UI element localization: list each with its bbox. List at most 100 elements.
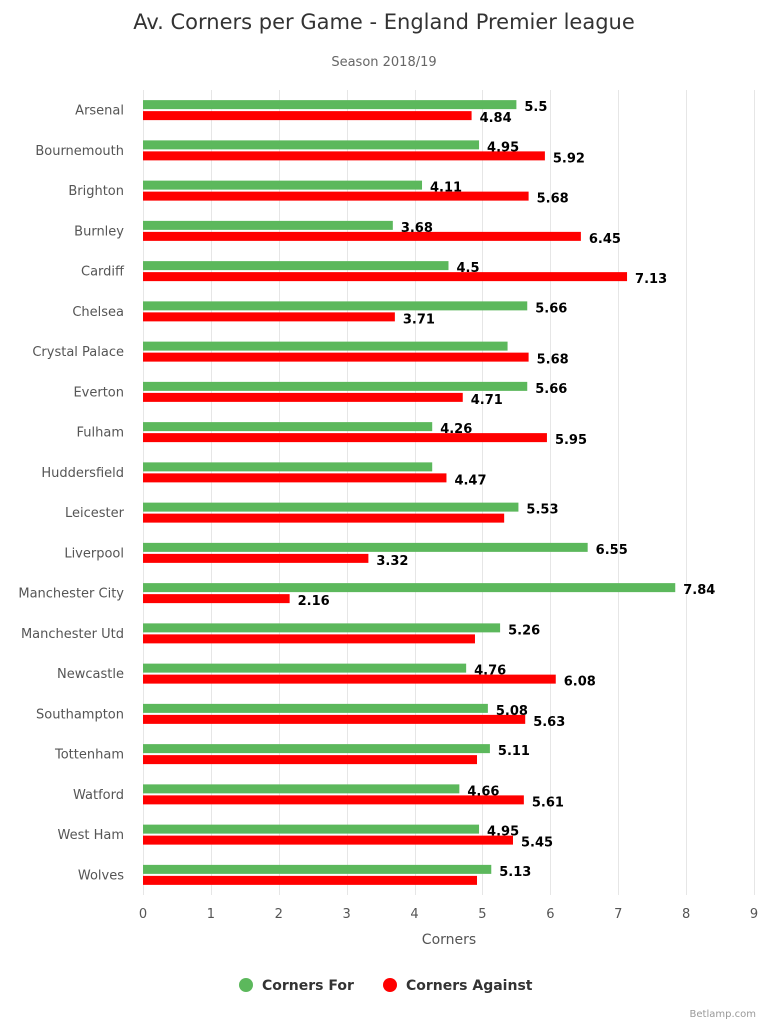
data-label: 4.11	[430, 181, 462, 196]
bar-corners-for[interactable]	[143, 502, 519, 512]
category-label: Wolves	[78, 868, 124, 883]
bar-corners-against[interactable]	[143, 714, 526, 724]
bars	[143, 100, 676, 885]
bar-corners-for[interactable]	[143, 784, 460, 794]
category-label: Cardiff	[81, 265, 125, 280]
bar-corners-for[interactable]	[143, 301, 528, 311]
data-label: 4.95	[487, 140, 519, 155]
bar-corners-against[interactable]	[143, 231, 581, 241]
bar-corners-against[interactable]	[143, 352, 529, 362]
chart-subtitle: Season 2018/19	[331, 55, 436, 70]
bar-corners-for[interactable]	[143, 542, 588, 552]
bar-corners-for[interactable]	[143, 381, 528, 391]
bar-corners-against[interactable]	[143, 634, 475, 644]
x-tick-label: 3	[343, 907, 351, 922]
bar-corners-against[interactable]	[143, 513, 505, 523]
x-tick-label: 1	[207, 907, 215, 922]
category-label: Watford	[73, 788, 124, 803]
legend-marker-corners-for[interactable]	[239, 978, 253, 992]
category-label: Liverpool	[64, 546, 124, 561]
bar-corners-for[interactable]	[143, 824, 480, 834]
data-label: 4.95	[487, 825, 519, 840]
gridlines	[143, 90, 755, 895]
category-label: Everton	[73, 385, 124, 400]
bar-corners-for[interactable]	[143, 462, 433, 472]
bar-corners-for[interactable]	[143, 261, 449, 271]
category-label: Arsenal	[75, 104, 124, 119]
data-label: 5.68	[537, 353, 569, 368]
data-label: 4.71	[471, 393, 503, 408]
legend-marker-corners-against[interactable]	[383, 978, 397, 992]
data-label: 5.45	[521, 836, 553, 851]
bar-corners-against[interactable]	[143, 392, 463, 402]
bar-corners-for[interactable]	[143, 341, 508, 351]
category-label: Tottenham	[54, 748, 124, 763]
category-label: Manchester Utd	[21, 627, 124, 642]
data-label: 5.66	[535, 382, 567, 397]
bar-corners-against[interactable]	[143, 111, 472, 121]
data-label: 4.47	[454, 473, 486, 488]
x-tick-label: 7	[614, 907, 622, 922]
credit-text[interactable]: Betlamp.com	[690, 1009, 756, 1020]
bar-corners-against[interactable]	[143, 594, 290, 604]
x-tick-label: 0	[139, 907, 147, 922]
data-label: 5.95	[555, 433, 587, 448]
bar-corners-against[interactable]	[143, 674, 556, 684]
bar-corners-for[interactable]	[143, 100, 517, 110]
category-label: Newcastle	[57, 667, 124, 682]
bar-corners-against[interactable]	[143, 433, 547, 443]
bar-corners-against[interactable]	[143, 272, 628, 282]
data-label: 6.08	[564, 675, 596, 690]
data-label: 4.26	[440, 422, 472, 437]
data-labels: 5.5 4.84 4.95 5.92 4.11 5.68 3.68 6.45 4.5 7.13 5.…	[298, 100, 716, 880]
bar-corners-against[interactable]	[143, 151, 545, 161]
category-label: Southampton	[36, 707, 124, 722]
chart-title: Av. Corners per Game - England Premier l…	[133, 10, 635, 34]
category-label: Crystal Palace	[32, 345, 124, 360]
category-label: Burnley	[74, 224, 124, 239]
bar-corners-against[interactable]	[143, 755, 478, 765]
data-label: 4.66	[467, 784, 499, 799]
legend-label-corners-against[interactable]: Corners Against	[406, 978, 533, 994]
data-label: 6.45	[589, 232, 621, 247]
data-label: 5.13	[499, 865, 531, 880]
category-label: Manchester City	[18, 587, 124, 602]
x-axis-title: Corners	[422, 932, 476, 948]
bar-corners-for[interactable]	[143, 663, 467, 673]
category-label: Brighton	[68, 184, 124, 199]
bar-corners-for[interactable]	[143, 220, 393, 230]
data-label: 5.11	[498, 744, 530, 759]
data-label: 2.16	[298, 594, 330, 609]
bar-corners-for[interactable]	[143, 703, 488, 713]
bar-corners-against[interactable]	[143, 875, 478, 885]
bar-corners-for[interactable]	[143, 864, 492, 874]
x-tick-label: 8	[682, 907, 690, 922]
data-label: 7.13	[635, 272, 667, 287]
bar-corners-against[interactable]	[143, 835, 513, 845]
bar-corners-against[interactable]	[143, 795, 524, 805]
x-tick-label: 5	[478, 907, 486, 922]
data-label: 4.76	[474, 664, 506, 679]
category-label: Huddersfield	[41, 466, 124, 481]
x-tick-label: 4	[410, 907, 418, 922]
bar-corners-for[interactable]	[143, 422, 433, 432]
bar-corners-against[interactable]	[143, 553, 369, 563]
bar-corners-for[interactable]	[143, 140, 480, 150]
bar-corners-for[interactable]	[143, 623, 501, 633]
bar-corners-against[interactable]	[143, 312, 395, 322]
data-label: 5.92	[553, 151, 585, 166]
legend-label-corners-for[interactable]: Corners For	[262, 978, 354, 994]
bar-corners-for[interactable]	[143, 583, 676, 593]
bar-corners-for[interactable]	[143, 180, 423, 190]
category-labels: Arsenal Bournemouth Brighton Burnley Cardiff…	[18, 104, 125, 884]
bar-corners-against[interactable]	[143, 191, 529, 201]
x-tick-label: 2	[275, 907, 283, 922]
legend[interactable]: Corners For Corners Against	[239, 978, 533, 994]
bar-corners-against[interactable]	[143, 473, 447, 483]
bar-corners-for[interactable]	[143, 744, 490, 754]
category-label: Chelsea	[72, 305, 124, 320]
category-label: Fulham	[77, 426, 125, 441]
data-label: 5.5	[524, 100, 547, 115]
data-label: 5.61	[532, 795, 564, 810]
